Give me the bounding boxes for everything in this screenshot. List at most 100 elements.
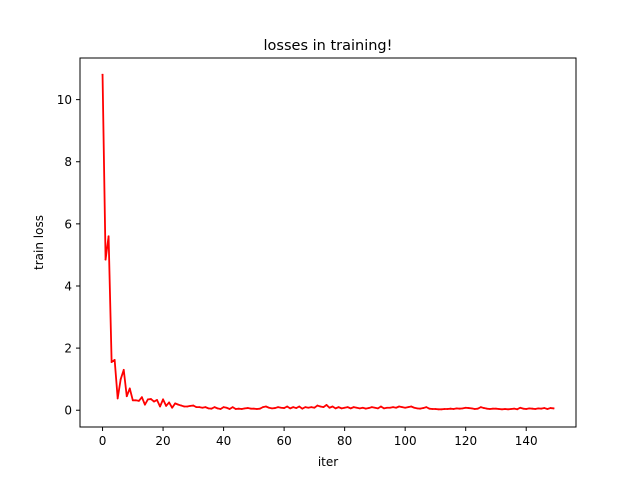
- data-point-3: [110, 361, 113, 363]
- data-point-82: [349, 407, 352, 410]
- data-point-106: [422, 407, 425, 409]
- data-point-111: [437, 408, 440, 411]
- data-point-116: [452, 408, 455, 410]
- data-point-90: [374, 406, 376, 409]
- x-tick-label: 60: [276, 434, 291, 448]
- data-point-57: [274, 407, 276, 409]
- data-point-39: [219, 408, 222, 410]
- data-point-27: [183, 405, 186, 408]
- data-point-104: [416, 407, 419, 410]
- data-point-0: [101, 73, 104, 76]
- data-point-114: [446, 408, 449, 410]
- data-point-34: [204, 406, 207, 409]
- data-point-43: [231, 406, 234, 409]
- data-point-36: [210, 407, 213, 410]
- x-tick-label: 140: [515, 434, 538, 448]
- data-point-108: [428, 407, 431, 410]
- data-point-21: [165, 404, 168, 407]
- data-point-105: [419, 407, 422, 410]
- data-point-92: [380, 405, 382, 408]
- data-point-35: [207, 407, 210, 410]
- data-point-10: [131, 399, 134, 402]
- data-point-40: [222, 406, 225, 409]
- data-point-76: [331, 405, 334, 408]
- x-tick-label: 120: [454, 434, 477, 448]
- data-point-25: [177, 403, 180, 406]
- data-point-134: [507, 408, 509, 411]
- data-point-61: [286, 405, 289, 408]
- data-point-32: [198, 406, 201, 409]
- data-point-38: [216, 407, 219, 410]
- data-point-2: [107, 235, 110, 238]
- y-tick-label: 10: [57, 93, 72, 107]
- data-point-70: [313, 406, 316, 409]
- data-point-139: [522, 407, 525, 410]
- data-point-52: [259, 407, 261, 410]
- data-point-88: [367, 407, 370, 409]
- data-point-129: [492, 407, 494, 410]
- data-point-121: [467, 407, 470, 409]
- data-point-65: [298, 405, 301, 408]
- data-point-112: [440, 408, 443, 411]
- data-point-59: [280, 406, 282, 409]
- data-point-66: [301, 407, 304, 410]
- data-point-6: [119, 378, 122, 381]
- data-point-127: [485, 407, 488, 410]
- data-point-46: [240, 408, 243, 410]
- data-point-107: [425, 406, 428, 409]
- y-axis-ticks: 0 2 4 6 8 10: [57, 93, 80, 418]
- data-point-54: [265, 405, 267, 408]
- data-point-50: [252, 407, 255, 410]
- data-point-124: [476, 407, 479, 410]
- data-point-133: [504, 408, 506, 410]
- data-point-48: [246, 407, 249, 409]
- data-point-101: [407, 406, 410, 409]
- data-point-117: [455, 407, 458, 410]
- data-point-99: [401, 406, 404, 409]
- series-points: [101, 73, 555, 411]
- data-point-55: [268, 406, 270, 409]
- data-point-95: [389, 406, 391, 409]
- data-point-79: [340, 407, 343, 410]
- data-point-119: [461, 407, 464, 410]
- data-point-60: [283, 407, 286, 409]
- data-point-72: [319, 405, 322, 408]
- data-point-12: [137, 400, 140, 402]
- y-tick-label: 6: [64, 217, 72, 231]
- data-point-73: [322, 406, 325, 409]
- data-point-14: [144, 403, 146, 406]
- data-point-87: [364, 407, 367, 410]
- data-point-4: [113, 359, 116, 361]
- data-point-56: [271, 407, 273, 410]
- data-point-19: [159, 405, 161, 408]
- data-point-31: [195, 406, 198, 409]
- data-point-64: [295, 407, 298, 409]
- data-point-5: [116, 397, 119, 400]
- data-point-75: [328, 406, 331, 409]
- data-point-122: [470, 407, 473, 410]
- data-point-118: [458, 407, 461, 410]
- chart-title: losses in training!: [264, 38, 393, 54]
- data-point-42: [228, 408, 231, 410]
- y-tick-label: 0: [64, 404, 72, 418]
- data-point-131: [498, 408, 500, 410]
- data-point-49: [249, 407, 252, 410]
- x-tick-label: 20: [155, 434, 170, 448]
- data-point-77: [334, 407, 337, 410]
- data-point-80: [343, 406, 346, 409]
- data-point-8: [125, 395, 128, 398]
- data-point-110: [434, 408, 437, 410]
- data-point-98: [398, 405, 401, 408]
- data-point-109: [431, 408, 434, 410]
- data-point-144: [537, 407, 540, 410]
- data-point-125: [479, 406, 482, 409]
- x-axis-ticks: 0 20 40 60 80 100 120 140: [99, 427, 538, 448]
- data-point-11: [134, 399, 137, 402]
- data-point-93: [383, 407, 385, 410]
- data-point-33: [201, 406, 204, 409]
- data-point-67: [304, 406, 307, 409]
- data-point-136: [513, 407, 516, 410]
- data-point-120: [464, 406, 467, 409]
- y-tick-label: 2: [64, 342, 72, 356]
